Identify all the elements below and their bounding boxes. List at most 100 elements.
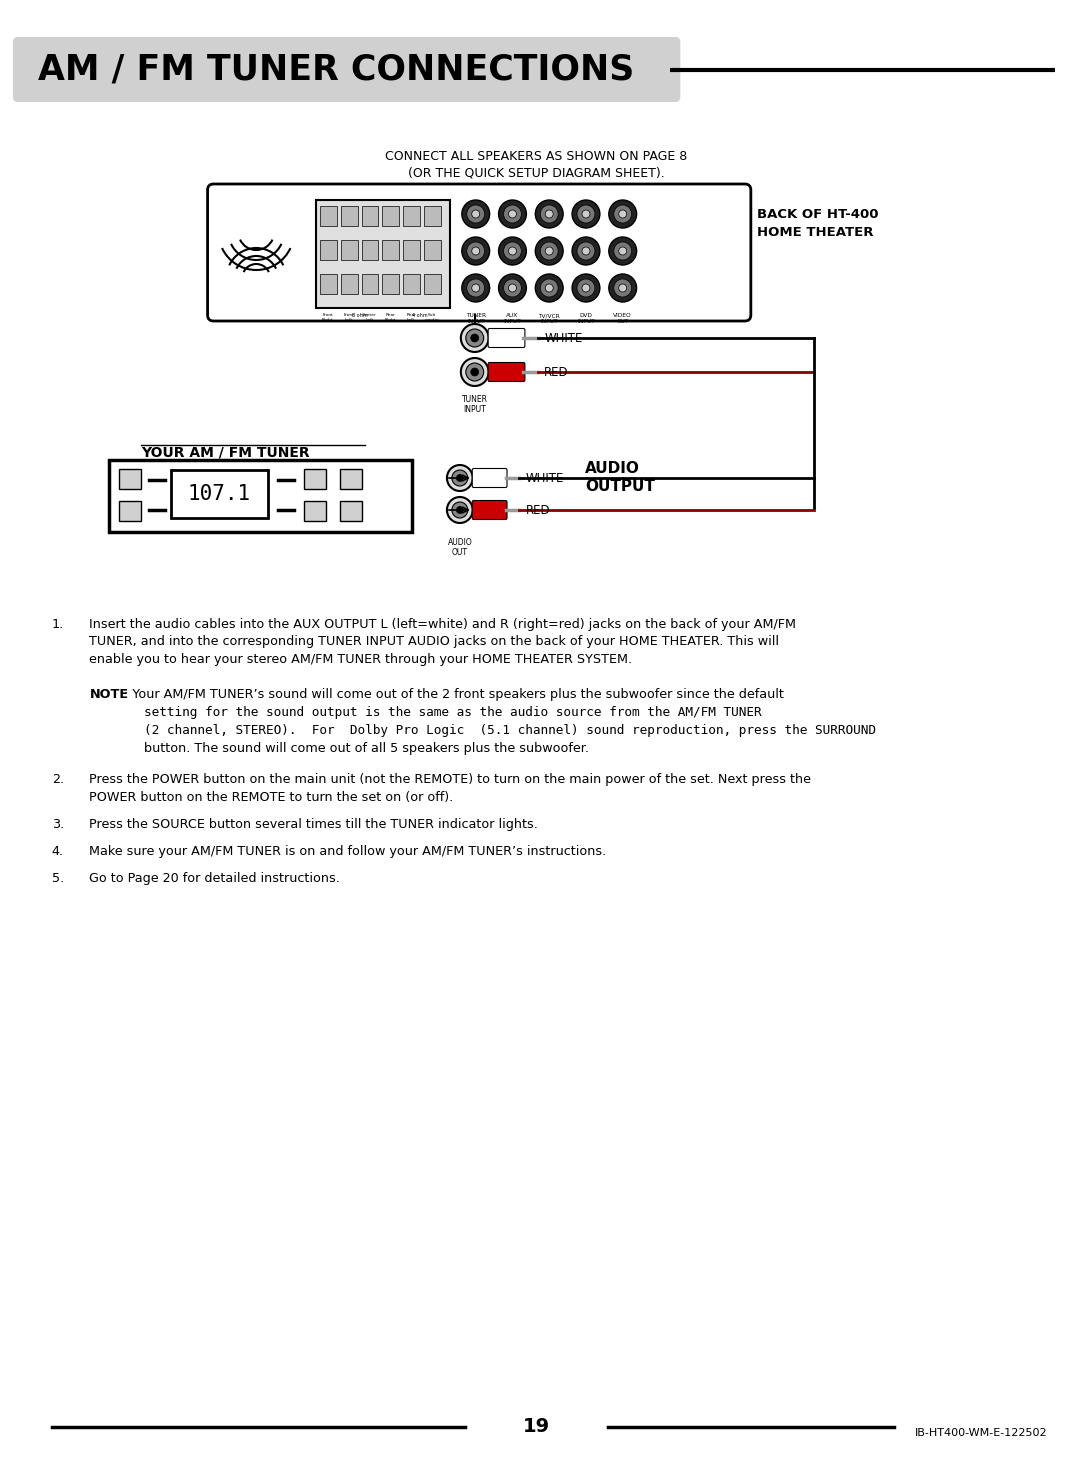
Text: Front
Right: Front Right [322, 314, 334, 321]
Circle shape [457, 506, 463, 513]
FancyBboxPatch shape [320, 240, 337, 259]
Circle shape [451, 471, 468, 487]
FancyBboxPatch shape [472, 500, 507, 519]
FancyBboxPatch shape [303, 501, 326, 520]
Text: Center
Left: Center Left [362, 314, 377, 321]
Text: OUTPUT: OUTPUT [585, 479, 654, 494]
Circle shape [462, 199, 489, 229]
Text: 5.: 5. [52, 872, 64, 885]
Text: (2 channel, STEREO).  For  Dolby Pro Logic  (5.1 channel) sound reproduction, pr: (2 channel, STEREO). For Dolby Pro Logic… [144, 724, 876, 737]
Circle shape [536, 274, 563, 302]
FancyBboxPatch shape [472, 469, 507, 488]
Circle shape [577, 279, 595, 298]
Text: TUNER
INPUT: TUNER INPUT [465, 314, 486, 324]
Text: 19: 19 [523, 1418, 550, 1437]
Circle shape [461, 324, 488, 352]
Text: TUNER
INPUT: TUNER INPUT [462, 394, 488, 415]
FancyBboxPatch shape [340, 501, 362, 520]
Circle shape [572, 237, 599, 265]
Circle shape [582, 284, 590, 292]
Text: Front
Left: Front Left [343, 314, 354, 321]
Text: BACK OF HT-400: BACK OF HT-400 [757, 208, 878, 221]
FancyBboxPatch shape [362, 240, 378, 259]
Text: Sub
woofer: Sub woofer [424, 314, 440, 321]
Text: 4.: 4. [52, 844, 64, 858]
Circle shape [509, 246, 516, 255]
FancyBboxPatch shape [424, 240, 441, 259]
Circle shape [447, 465, 473, 491]
Text: 3.: 3. [52, 818, 64, 831]
FancyBboxPatch shape [340, 240, 357, 259]
Text: Rear
Right: Rear Right [384, 314, 396, 321]
Circle shape [499, 237, 526, 265]
FancyBboxPatch shape [382, 207, 400, 226]
FancyBboxPatch shape [315, 199, 450, 308]
Circle shape [509, 284, 516, 292]
Text: WHITE: WHITE [525, 472, 564, 484]
Circle shape [582, 210, 590, 218]
Text: 2.: 2. [52, 773, 64, 786]
Circle shape [462, 237, 489, 265]
FancyBboxPatch shape [320, 274, 337, 295]
Circle shape [503, 205, 522, 223]
Circle shape [619, 284, 626, 292]
Circle shape [472, 284, 480, 292]
FancyBboxPatch shape [119, 469, 141, 490]
Circle shape [613, 279, 632, 298]
Text: AUX
INPUT: AUX INPUT [503, 314, 522, 324]
FancyBboxPatch shape [488, 362, 525, 381]
FancyBboxPatch shape [13, 37, 680, 103]
FancyBboxPatch shape [382, 274, 400, 295]
Circle shape [457, 475, 463, 481]
Text: 8 ohm: 8 ohm [352, 314, 367, 318]
Text: YOUR AM / FM TUNER: YOUR AM / FM TUNER [141, 446, 310, 460]
Text: HOME THEATER: HOME THEATER [757, 226, 874, 239]
Circle shape [465, 364, 484, 381]
Circle shape [536, 237, 563, 265]
FancyBboxPatch shape [303, 469, 326, 490]
Circle shape [447, 497, 473, 523]
Circle shape [467, 279, 485, 298]
Text: IB-HT400-WM-E-122502: IB-HT400-WM-E-122502 [915, 1428, 1048, 1438]
FancyBboxPatch shape [340, 274, 357, 295]
FancyBboxPatch shape [340, 469, 362, 490]
Text: Make sure your AM/FM TUNER is on and follow your AM/FM TUNER’s instructions.: Make sure your AM/FM TUNER is on and fol… [90, 844, 607, 858]
Circle shape [572, 274, 599, 302]
Text: button. The sound will come out of all 5 speakers plus the subwoofer.: button. The sound will come out of all 5… [144, 742, 589, 755]
FancyBboxPatch shape [424, 274, 441, 295]
Text: Rear
Left: Rear Left [406, 314, 416, 321]
Circle shape [462, 274, 489, 302]
Text: Go to Page 20 for detailed instructions.: Go to Page 20 for detailed instructions. [90, 872, 340, 885]
Circle shape [540, 205, 558, 223]
Circle shape [472, 210, 480, 218]
Circle shape [540, 279, 558, 298]
Text: NOTE: NOTE [90, 688, 129, 701]
Text: (OR THE QUICK SETUP DIAGRAM SHEET).: (OR THE QUICK SETUP DIAGRAM SHEET). [408, 167, 664, 180]
Circle shape [609, 237, 636, 265]
Text: VIDEO
OUT: VIDEO OUT [613, 314, 632, 324]
Circle shape [545, 210, 553, 218]
Circle shape [540, 242, 558, 259]
FancyBboxPatch shape [207, 185, 751, 321]
Circle shape [545, 284, 553, 292]
FancyBboxPatch shape [362, 274, 378, 295]
Text: CONNECT ALL SPEAKERS AS SHOWN ON PAGE 8: CONNECT ALL SPEAKERS AS SHOWN ON PAGE 8 [386, 150, 688, 163]
Text: : Your AM/FM TUNER’s sound will come out of the 2 front speakers plus the subwoo: : Your AM/FM TUNER’s sound will come out… [124, 688, 784, 701]
Circle shape [572, 199, 599, 229]
Text: TV/VCR
INPUT: TV/VCR INPUT [538, 314, 561, 324]
FancyBboxPatch shape [424, 207, 441, 226]
Circle shape [503, 279, 522, 298]
Circle shape [471, 368, 478, 375]
Text: AUDIO
OUT: AUDIO OUT [447, 538, 472, 557]
Circle shape [609, 199, 636, 229]
FancyBboxPatch shape [320, 207, 337, 226]
Circle shape [499, 274, 526, 302]
Text: WHITE: WHITE [544, 331, 582, 345]
FancyBboxPatch shape [382, 240, 400, 259]
Text: AM / FM TUNER CONNECTIONS: AM / FM TUNER CONNECTIONS [38, 53, 634, 86]
Circle shape [619, 210, 626, 218]
FancyBboxPatch shape [403, 207, 420, 226]
FancyBboxPatch shape [362, 207, 378, 226]
Text: Press the SOURCE button several times till the TUNER indicator lights.: Press the SOURCE button several times ti… [90, 818, 538, 831]
Circle shape [577, 205, 595, 223]
